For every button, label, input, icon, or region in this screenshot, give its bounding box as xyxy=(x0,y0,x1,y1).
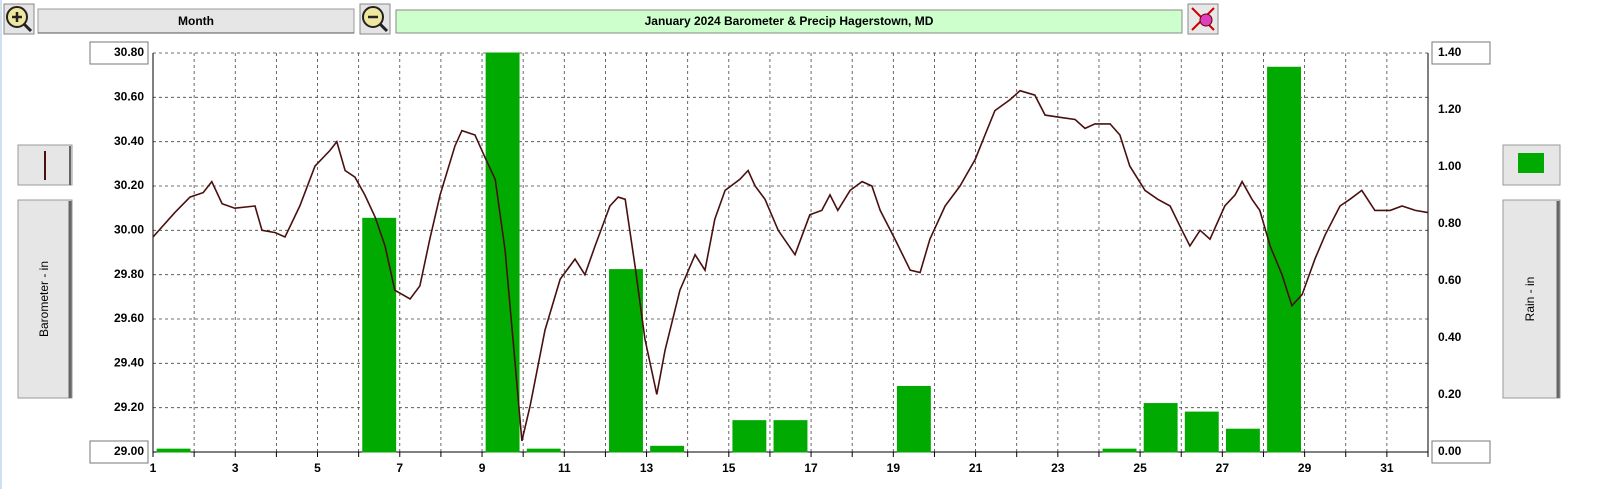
x-tick-label: 15 xyxy=(722,461,736,475)
y-axis-title: Barometer - in xyxy=(37,261,51,337)
y2-tick-label: 1.40 xyxy=(1438,45,1462,59)
y2-tick-label: 0.40 xyxy=(1438,330,1462,344)
x-tick-label: 25 xyxy=(1133,461,1147,475)
rain-bar xyxy=(609,269,643,453)
x-tick-label: 21 xyxy=(969,461,983,475)
plot: 29.0029.2029.4029.6029.8030.0030.2030.40… xyxy=(89,41,1491,475)
tick-label-box xyxy=(89,440,149,464)
y2-tick-label: 0.00 xyxy=(1438,444,1462,458)
y2-tick-label: 1.20 xyxy=(1438,102,1462,116)
period-label: Month xyxy=(178,14,214,28)
barometer-line xyxy=(152,89,1429,442)
period-button[interactable]: Month xyxy=(37,8,355,34)
y2-tick-label: 1.00 xyxy=(1438,159,1462,173)
y2-tick-label: 0.20 xyxy=(1438,387,1462,401)
x-tick-label: 17 xyxy=(804,461,818,475)
y2-tick-label: 0.80 xyxy=(1438,216,1462,230)
rain-bar xyxy=(362,217,397,453)
x-tick-label: 9 xyxy=(479,461,486,475)
tick-label-box xyxy=(1431,41,1491,65)
x-tick-label: 5 xyxy=(314,461,321,475)
rain-bar xyxy=(1184,411,1219,453)
zoom-out-button[interactable] xyxy=(359,3,391,35)
y-axis-button[interactable] xyxy=(17,199,73,399)
rain-bar xyxy=(650,445,685,453)
x-tick-label: 29 xyxy=(1298,461,1312,475)
rain-bar xyxy=(156,448,191,453)
rain-bar xyxy=(773,420,808,453)
rain-bar xyxy=(732,420,767,453)
y-tick-label: 30.60 xyxy=(114,90,144,104)
x-tick-label: 11 xyxy=(558,461,571,475)
edge xyxy=(0,0,2,489)
x-tick-label: 31 xyxy=(1380,461,1394,475)
y2-axis-title: Rain - in xyxy=(1523,277,1537,322)
rain-bar xyxy=(896,385,931,453)
y-tick-label: 30.40 xyxy=(114,134,144,148)
x-tick-label: 27 xyxy=(1216,461,1230,475)
tick-label-box xyxy=(1431,440,1491,464)
y2-axis-button[interactable] xyxy=(1502,199,1561,399)
y-tick-label: 29.20 xyxy=(114,400,144,414)
y-tick-label: 29.40 xyxy=(114,356,144,370)
x-tick-label: 13 xyxy=(640,461,654,475)
rain-bar xyxy=(1102,448,1137,453)
bar-legend-button[interactable] xyxy=(1502,144,1561,186)
y-tick-label: 29.60 xyxy=(114,311,144,325)
y2-tick-label: 0.60 xyxy=(1438,273,1462,287)
print-button[interactable] xyxy=(1187,3,1219,35)
y-tick-label: 29.80 xyxy=(114,267,144,281)
line-legend-button[interactable] xyxy=(17,144,73,186)
x-tick-label: 7 xyxy=(396,461,403,475)
y-tick-label: 29.00 xyxy=(114,444,144,458)
rain-bar xyxy=(526,448,561,453)
title-box xyxy=(395,9,1183,34)
x-tick-label: 1 xyxy=(150,461,157,475)
rain-bar xyxy=(485,52,520,453)
tick-label-box xyxy=(89,41,149,65)
zoom-in-button[interactable] xyxy=(3,3,35,35)
rain-bar xyxy=(1267,66,1302,453)
y-tick-label: 30.00 xyxy=(114,223,144,237)
x-tick-label: 3 xyxy=(232,461,239,475)
chart-title: January 2024 Barometer & Precip Hagersto… xyxy=(645,14,934,28)
y-tick-label: 30.80 xyxy=(114,45,144,59)
x-tick-label: 23 xyxy=(1051,461,1065,475)
x-tick-label: 19 xyxy=(887,461,901,475)
rain-bar xyxy=(1143,403,1178,453)
rain-bar xyxy=(1225,428,1260,453)
y-tick-label: 30.20 xyxy=(114,178,144,192)
